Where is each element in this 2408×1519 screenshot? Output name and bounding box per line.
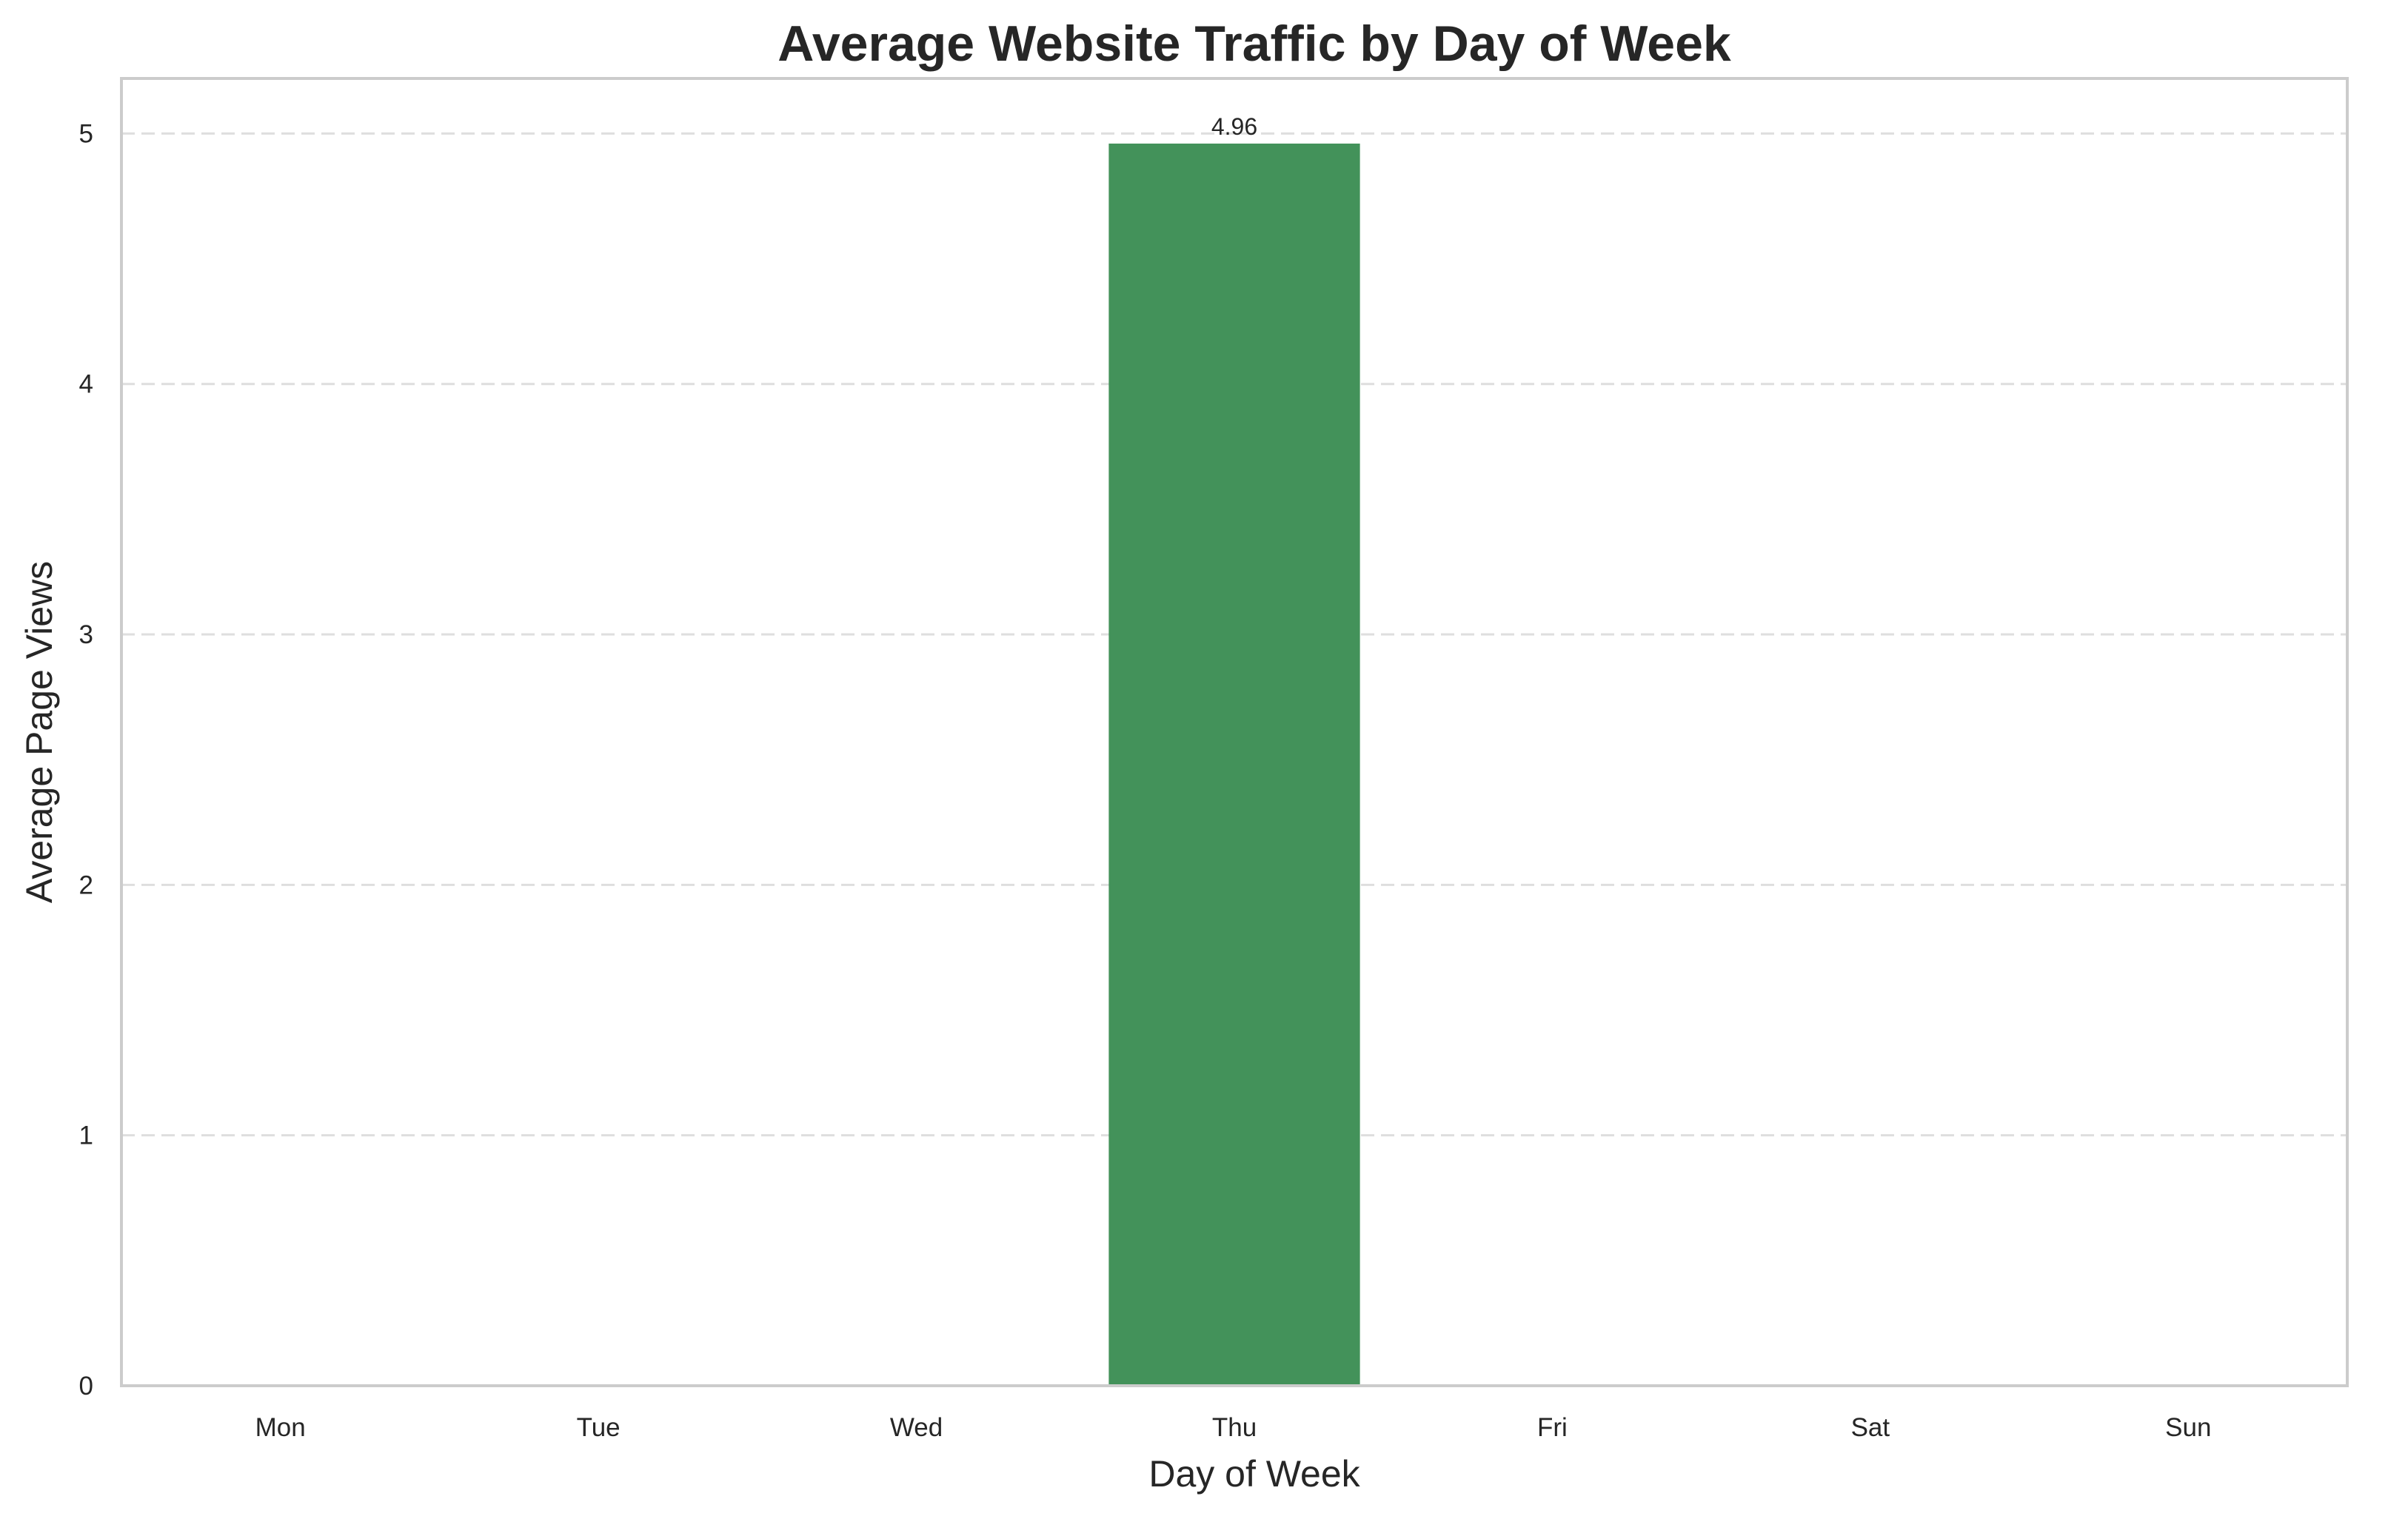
plot-frame: [120, 77, 2349, 1387]
data-label-thu: 4.96: [1211, 113, 1257, 140]
y-axis-label: Average Page Views: [19, 561, 60, 903]
bars: [1108, 143, 1360, 1386]
x-tick-label-sun: Sun: [2165, 1413, 2211, 1442]
x-tick-label-tue: Tue: [577, 1413, 621, 1442]
y-tick-label: 1: [79, 1121, 93, 1150]
bar-thu: [1108, 143, 1360, 1386]
x-tick-label-thu: Thu: [1212, 1413, 1257, 1442]
y-tick-label: 5: [79, 119, 93, 148]
x-tick-label-fri: Fri: [1537, 1413, 1568, 1442]
y-tick-label: 3: [79, 620, 93, 649]
y-axis-ticks: 0 1 2 3 4 5: [79, 119, 93, 1401]
y-tick-label: 2: [79, 871, 93, 899]
y-tick-label: 0: [79, 1372, 93, 1401]
y-tick-label: 4: [79, 370, 93, 399]
x-axis-label: Day of Week: [1148, 1453, 1360, 1495]
x-tick-label-wed: Wed: [890, 1413, 943, 1442]
gridlines: [121, 132, 2347, 1137]
x-tick-label-sat: Sat: [1851, 1413, 1890, 1442]
x-tick-label-mon: Mon: [255, 1413, 306, 1442]
chart-title: Average Website Traffic by Day of Week: [777, 16, 1731, 72]
x-axis-ticks: Mon Tue Wed Thu Fri Sat Sun: [255, 1413, 2212, 1442]
data-labels: 4.96: [1211, 113, 1257, 140]
